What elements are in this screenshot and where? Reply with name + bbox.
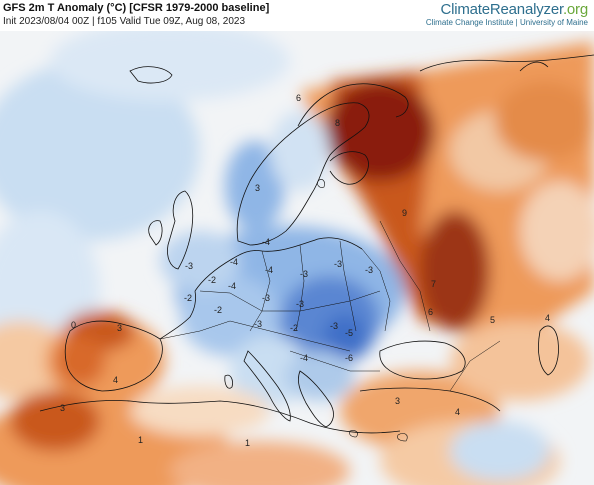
contour-label: -3 — [262, 293, 270, 303]
contour-label: -4 — [300, 353, 308, 363]
contour-label: -4 — [265, 265, 273, 275]
brand-affiliation: Climate Change Institute | University of… — [425, 18, 588, 27]
contour-label: -2 — [214, 305, 222, 315]
contour-label: 3 — [395, 396, 400, 406]
contour-label: -2 — [290, 323, 298, 333]
contour-label: -2 — [208, 275, 216, 285]
anomaly-map: 6 8 9 7 3 0 4 1 3 -4 -4 -3 -4 -3 -3 -3 -… — [0, 31, 594, 485]
brand-name-tld: .org — [562, 1, 588, 18]
contour-label: 5 — [490, 315, 495, 325]
contour-label: -3 — [365, 265, 373, 275]
contour-label: 1 — [245, 438, 250, 448]
contour-label: 3 — [60, 403, 65, 413]
contour-label: 4 — [545, 313, 550, 323]
contour-label: 4 — [455, 407, 460, 417]
contour-label: 1 — [138, 435, 143, 445]
contour-label: -3 — [300, 269, 308, 279]
contour-label: 6 — [296, 93, 301, 103]
brand-logo[interactable]: ClimateReanalyzer.org Climate Change Ins… — [426, 1, 588, 27]
contour-label: 0 — [71, 320, 76, 330]
contour-label: -3 — [185, 261, 193, 271]
contour-label: 3 — [117, 323, 122, 333]
contour-label: 3 — [255, 183, 260, 193]
contour-labels: 6 8 9 7 3 0 4 1 3 -4 -4 -3 -4 -3 -3 -3 -… — [60, 93, 550, 448]
contour-label: 7 — [431, 279, 436, 289]
map-svg: 6 8 9 7 3 0 4 1 3 -4 -4 -3 -4 -3 -3 -3 -… — [0, 31, 594, 485]
contour-label: -4 — [230, 257, 238, 267]
contour-label: -4 — [262, 237, 270, 247]
contour-label: -3 — [334, 259, 342, 269]
contour-label: -2 — [184, 293, 192, 303]
contour-label: -5 — [345, 328, 353, 338]
contour-label: -4 — [228, 281, 236, 291]
country-borders — [159, 220, 501, 392]
map-subtitle: Init 2023/08/04 00Z | f105 Valid Tue 09Z… — [3, 16, 246, 27]
map-title: GFS 2m T Anomaly (°C) [CFSR 1979-2000 ba… — [3, 2, 270, 14]
contour-label: 8 — [335, 118, 340, 128]
contour-label: -3 — [296, 299, 304, 309]
islands — [317, 179, 408, 442]
contour-label: 9 — [402, 208, 407, 218]
contour-label: -3 — [330, 321, 338, 331]
contour-label: 4 — [113, 375, 118, 385]
contour-label: 6 — [428, 307, 433, 317]
header: GFS 2m T Anomaly (°C) [CFSR 1979-2000 ba… — [0, 0, 594, 30]
brand-name-main: ClimateReanalyzer — [440, 1, 563, 18]
contour-label: -6 — [345, 353, 353, 363]
anomaly-field — [0, 31, 594, 485]
contour-label: -3 — [254, 319, 262, 329]
brand-name: ClimateReanalyzer.org — [426, 1, 588, 18]
